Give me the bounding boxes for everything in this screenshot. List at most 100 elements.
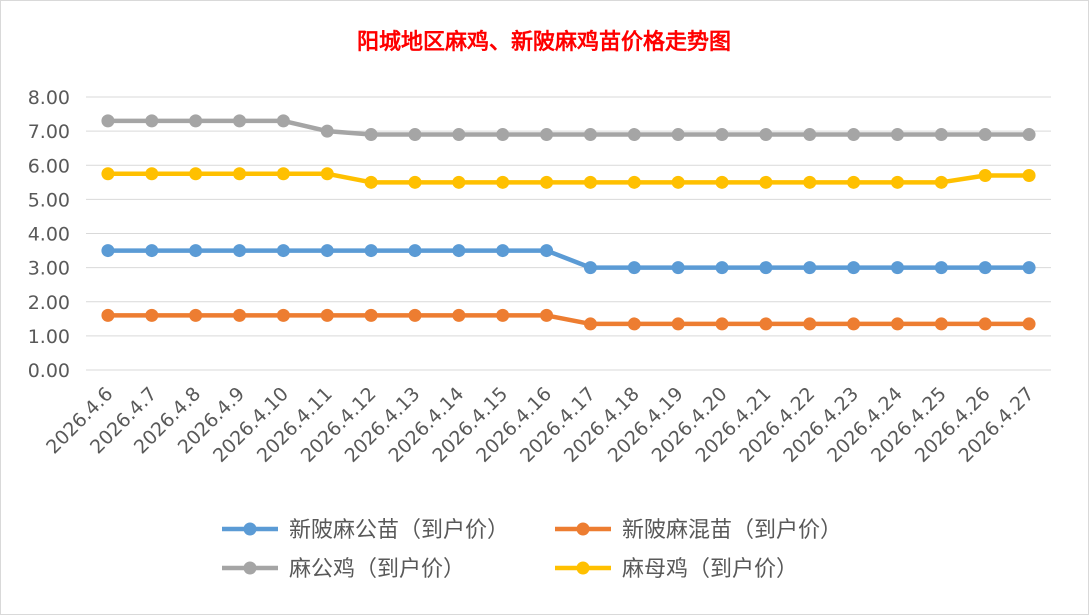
- data-point: [715, 128, 729, 142]
- y-tick-label: 1.00: [28, 326, 70, 348]
- data-point: [1022, 261, 1036, 275]
- data-point: [189, 167, 203, 181]
- legend-label: 麻母鸡（到户价）: [622, 557, 798, 582]
- data-point: [890, 261, 904, 275]
- data-point: [803, 128, 817, 142]
- data-point: [934, 128, 948, 142]
- legend-marker: [576, 522, 590, 536]
- data-point: [671, 317, 685, 331]
- data-point: [320, 308, 334, 322]
- legend-marker: [576, 561, 590, 575]
- series-line: [107, 248, 1030, 270]
- data-point: [320, 124, 334, 138]
- data-point: [715, 175, 729, 189]
- data-point: [452, 244, 466, 258]
- data-point: [847, 261, 861, 275]
- data-point: [408, 244, 422, 258]
- data-point: [276, 308, 290, 322]
- data-point: [452, 128, 466, 142]
- data-point: [803, 261, 817, 275]
- data-point: [276, 167, 290, 181]
- data-point: [540, 308, 554, 322]
- y-tick-label: 7.00: [28, 121, 70, 143]
- data-point: [145, 114, 159, 128]
- data-point: [540, 128, 554, 142]
- legend-item: 新陂麻公苗（到户价）: [222, 518, 509, 543]
- y-tick-label: 5.00: [28, 189, 70, 211]
- data-point: [364, 175, 378, 189]
- legend-item: 麻母鸡（到户价）: [555, 557, 798, 582]
- y-tick-label: 3.00: [28, 258, 70, 280]
- data-point: [583, 128, 597, 142]
- data-point: [540, 244, 554, 258]
- data-point: [233, 167, 247, 181]
- y-tick-label: 2.00: [28, 292, 70, 314]
- data-point: [934, 175, 948, 189]
- data-point: [803, 317, 817, 331]
- y-tick-label: 8.00: [28, 87, 70, 109]
- series-line: [107, 313, 1030, 327]
- data-point: [627, 261, 641, 275]
- data-point: [759, 317, 773, 331]
- data-point: [890, 128, 904, 142]
- legend-item: 麻公鸡（到户价）: [222, 557, 465, 582]
- data-point: [583, 175, 597, 189]
- data-point: [759, 128, 773, 142]
- data-point: [1022, 168, 1036, 182]
- data-point: [978, 261, 992, 275]
- data-point: [496, 244, 510, 258]
- data-point: [189, 244, 203, 258]
- data-point: [364, 244, 378, 258]
- y-tick-label: 0.00: [28, 360, 70, 382]
- data-point: [671, 175, 685, 189]
- data-point: [408, 128, 422, 142]
- data-point: [671, 261, 685, 275]
- data-point: [320, 167, 334, 181]
- data-point: [627, 175, 641, 189]
- data-point: [364, 308, 378, 322]
- data-point: [452, 175, 466, 189]
- data-point: [233, 308, 247, 322]
- data-point: [847, 128, 861, 142]
- data-point: [101, 114, 115, 128]
- legend-label: 麻公鸡（到户价）: [289, 557, 465, 582]
- legend-marker: [243, 522, 257, 536]
- legend-marker: [243, 561, 257, 575]
- data-point: [540, 175, 554, 189]
- data-point: [803, 175, 817, 189]
- x-axis-ticks: 2026.4.62026.4.72026.4.82026.4.92026.4.1…: [42, 383, 1039, 467]
- data-point: [715, 261, 729, 275]
- data-point: [583, 261, 597, 275]
- series-line: [107, 171, 1030, 185]
- data-point: [847, 175, 861, 189]
- data-point: [276, 114, 290, 128]
- data-point: [627, 128, 641, 142]
- y-tick-label: 6.00: [28, 155, 70, 177]
- data-point: [934, 317, 948, 331]
- data-point: [145, 308, 159, 322]
- data-point: [890, 317, 904, 331]
- data-point: [101, 167, 115, 181]
- data-point: [583, 317, 597, 331]
- data-point: [1022, 128, 1036, 142]
- data-point: [189, 308, 203, 322]
- series-0: [101, 244, 1036, 275]
- data-point: [978, 168, 992, 182]
- data-point: [364, 128, 378, 142]
- data-point: [890, 175, 904, 189]
- data-point: [408, 175, 422, 189]
- chart-title: 阳城地区麻鸡、新陂麻鸡苗价格走势图: [357, 29, 731, 55]
- data-point: [496, 308, 510, 322]
- series-2: [101, 114, 1036, 142]
- data-point: [145, 244, 159, 258]
- series-layer: [101, 114, 1036, 331]
- data-point: [759, 175, 773, 189]
- data-point: [847, 317, 861, 331]
- data-point: [408, 308, 422, 322]
- data-point: [276, 244, 290, 258]
- data-point: [934, 261, 948, 275]
- data-point: [233, 114, 247, 128]
- series-3: [101, 167, 1036, 189]
- data-point: [978, 317, 992, 331]
